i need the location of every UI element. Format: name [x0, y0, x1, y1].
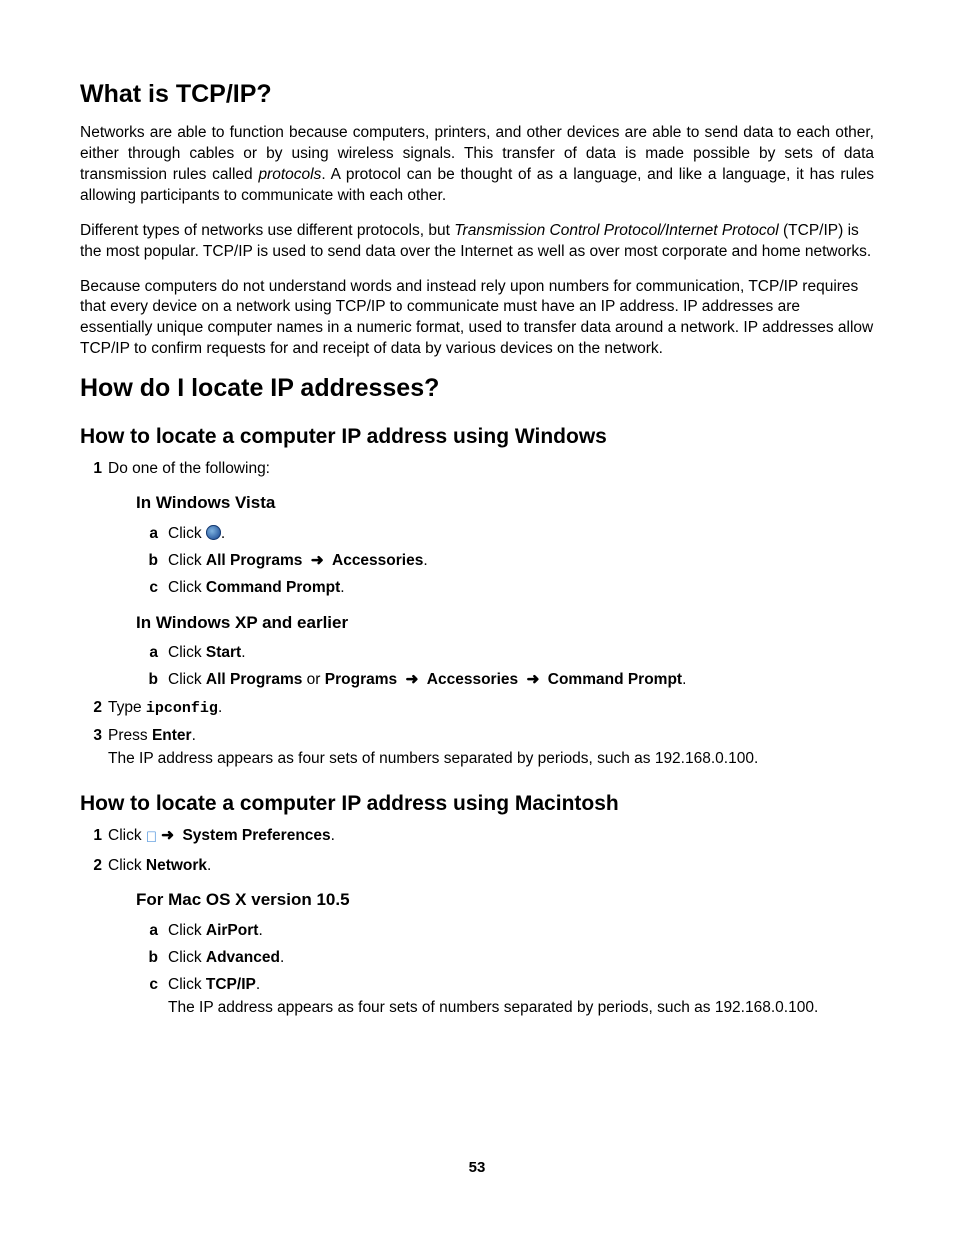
- step-letter: c: [136, 576, 158, 599]
- text-run: Different types of networks use differen…: [80, 222, 454, 239]
- text-run: .: [331, 827, 335, 844]
- text-run: Press: [108, 727, 152, 744]
- bold-command-prompt: Command Prompt: [206, 579, 340, 596]
- ordered-list-xp: a Click Start. b Click All Programs or P…: [136, 641, 874, 692]
- text-run: Click: [108, 827, 146, 844]
- bold-accessories: Accessories: [427, 671, 518, 688]
- bold-enter: Enter: [152, 727, 192, 744]
- text-run: Click: [168, 922, 206, 939]
- heading-locate-ip: How do I locate IP addresses?: [80, 374, 874, 403]
- text-run: .: [221, 525, 225, 542]
- text-run: .: [218, 699, 222, 716]
- list-item: 3 Press Enter. The IP address appears as…: [102, 724, 874, 770]
- text-run: .: [241, 644, 245, 661]
- bold-all-programs: All Programs: [206, 671, 302, 688]
- arrow-icon: ➜: [161, 824, 174, 847]
- step-number: 1: [80, 457, 102, 480]
- arrow-icon: ➜: [311, 549, 324, 572]
- text-run: Click: [168, 525, 206, 542]
- text-run: Click: [168, 949, 206, 966]
- bold-all-programs: All Programs: [206, 552, 302, 569]
- text-italic-tcpip-full: Transmission Control Protocol/Internet P…: [454, 222, 779, 239]
- subheading-macintosh: How to locate a computer IP address usin…: [80, 792, 874, 816]
- ordered-list-vista: a Click . b Click All Programs ➜ Accesso…: [136, 522, 874, 600]
- document-page: What is TCP/IP? Networks are able to fun…: [0, 0, 954, 1216]
- subheading-vista: In Windows Vista: [136, 490, 874, 516]
- mac105-block: For Mac OS X version 10.5 a Click AirPor…: [136, 887, 874, 1019]
- bold-start: Start: [206, 644, 241, 661]
- text-run: Click: [168, 552, 206, 569]
- paragraph-tcpip-1: Networks are able to function because co…: [80, 123, 874, 207]
- text-run: .: [280, 949, 284, 966]
- result-note: The IP address appears as four sets of n…: [168, 998, 874, 1019]
- text-run: Type: [108, 699, 146, 716]
- step-letter: c: [136, 973, 158, 996]
- text-run: Click: [108, 857, 146, 874]
- text-run: Click: [168, 644, 206, 661]
- text-run: .: [682, 671, 686, 688]
- apple-logo-icon: : [146, 827, 157, 850]
- subheading-windows: How to locate a computer IP address usin…: [80, 425, 874, 449]
- step-text: Do one of the following:: [108, 460, 270, 477]
- code-ipconfig: ipconfig: [146, 700, 218, 717]
- step-letter: b: [136, 549, 158, 572]
- bold-airport: AirPort: [206, 922, 259, 939]
- list-item: b Click All Programs ➜ Accessories.: [162, 549, 874, 572]
- text-run: Click: [168, 579, 206, 596]
- list-item: a Click .: [162, 522, 874, 545]
- list-item: b Click All Programs or Programs ➜ Acces…: [162, 668, 874, 691]
- subheading-xp: In Windows XP and earlier: [136, 610, 874, 636]
- text-run: Click: [168, 976, 206, 993]
- list-item: 1 Click ➜ System Preferences.: [102, 824, 874, 850]
- list-item: 2 Type ipconfig.: [102, 696, 874, 721]
- list-item: a Click Start.: [162, 641, 874, 664]
- page-number: 53: [80, 1159, 874, 1176]
- step-letter: a: [136, 641, 158, 664]
- arrow-icon: ➜: [405, 668, 418, 691]
- ordered-list-mac: 1 Click ➜ System Preferences. 2 Click N…: [80, 824, 874, 1019]
- step-number: 2: [80, 696, 102, 719]
- list-item: b Click Advanced.: [162, 946, 874, 969]
- text-run: .: [192, 727, 196, 744]
- text-run: .: [423, 552, 427, 569]
- step-number: 2: [80, 854, 102, 877]
- text-run: .: [207, 857, 211, 874]
- bold-accessories: Accessories: [332, 552, 423, 569]
- list-item: 2 Click Network. For Mac OS X version 10…: [102, 854, 874, 1019]
- step-number: 1: [80, 824, 102, 847]
- ordered-list-windows: 1 Do one of the following: In Windows Vi…: [80, 457, 874, 770]
- bold-advanced: Advanced: [206, 949, 280, 966]
- text-run: or: [302, 671, 324, 688]
- paragraph-tcpip-2: Different types of networks use differen…: [80, 221, 874, 263]
- list-item: 1 Do one of the following: In Windows Vi…: [102, 457, 874, 692]
- windows-start-orb-icon: [206, 525, 221, 540]
- result-note: The IP address appears as four sets of n…: [108, 749, 874, 770]
- step-letter: a: [136, 522, 158, 545]
- list-item: a Click AirPort.: [162, 919, 874, 942]
- step-letter: b: [136, 946, 158, 969]
- bold-programs: Programs: [325, 671, 397, 688]
- subheading-mac105: For Mac OS X version 10.5: [136, 887, 874, 913]
- text-run: .: [340, 579, 344, 596]
- step-letter: b: [136, 668, 158, 691]
- bold-command-prompt: Command Prompt: [548, 671, 682, 688]
- arrow-icon: ➜: [526, 668, 539, 691]
- text-run: .: [258, 922, 262, 939]
- bold-network: Network: [146, 857, 207, 874]
- bold-system-preferences: System Preferences: [182, 827, 330, 844]
- ordered-list-mac105: a Click AirPort. b Click Advanced. c Cli…: [136, 919, 874, 1020]
- heading-what-is-tcpip: What is TCP/IP?: [80, 80, 874, 109]
- text-run: Click: [168, 671, 206, 688]
- vista-block: In Windows Vista a Click . b Click All P…: [136, 490, 874, 691]
- step-number: 3: [80, 724, 102, 747]
- bold-tcpip: TCP/IP: [206, 976, 256, 993]
- text-run: .: [256, 976, 260, 993]
- list-item: c Click Command Prompt.: [162, 576, 874, 599]
- paragraph-tcpip-3: Because computers do not understand word…: [80, 277, 874, 361]
- text-italic-protocols: protocols: [258, 166, 321, 183]
- step-letter: a: [136, 919, 158, 942]
- list-item: c Click TCP/IP. The IP address appears a…: [162, 973, 874, 1019]
